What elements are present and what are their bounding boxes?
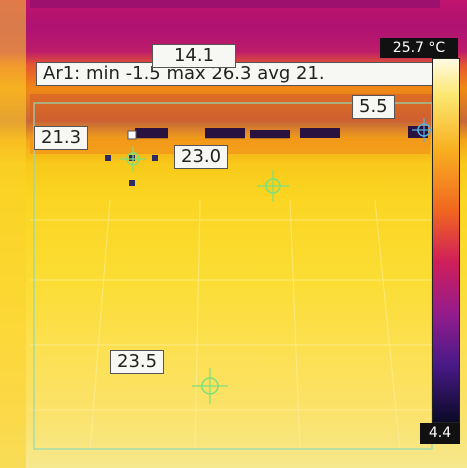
spot-2-label: 23.0	[174, 145, 229, 169]
temperature-scale-bar	[432, 58, 460, 423]
spot-1-cursor[interactable]	[120, 146, 146, 176]
scale-min-label: 4.4	[420, 423, 460, 444]
area-max-label: 14.1	[152, 44, 236, 68]
area-measurement-label: Ar1: min -1.5 max 26.3 avg 21.	[36, 62, 440, 86]
spot-4-label: 23.5	[110, 350, 165, 374]
spot-4-cursor[interactable]	[192, 368, 228, 408]
spot-3-label: 5.5	[352, 95, 395, 119]
spot-2-cursor[interactable]	[257, 170, 289, 206]
spot-1-label: 21.3	[34, 126, 89, 150]
scale-max-label: 25.7 °C	[380, 38, 458, 58]
